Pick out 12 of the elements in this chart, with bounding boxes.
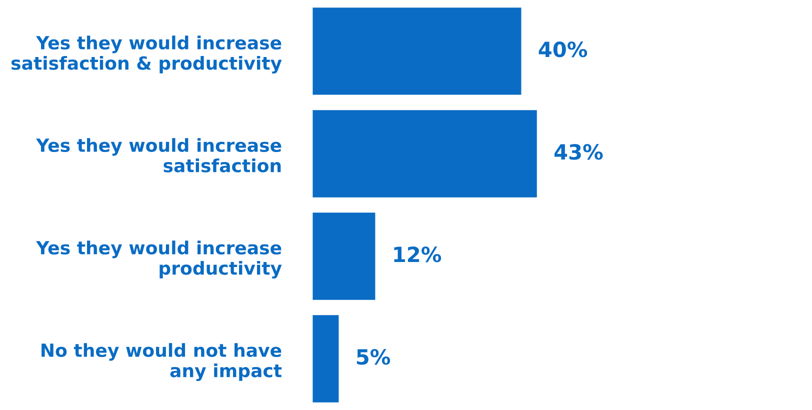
- data-label: 40%: [538, 42, 588, 58]
- y-tick-label: No they would not have any impact: [42, 343, 282, 382]
- data-label: 12%: [394, 246, 442, 262]
- data-label: 5%: [356, 349, 390, 365]
- y-tick-label: Yes they would increase productivity: [36, 240, 282, 279]
- bar: [312, 110, 537, 198]
- y-tick-label: Yes they would increase satisfaction & productivity: [11, 36, 282, 74]
- bar: [312, 212, 376, 300]
- data-label: 43%: [554, 144, 603, 160]
- y-tick-label: Yes they would increase satisfaction: [36, 138, 282, 172]
- bar: [312, 8, 522, 95]
- bar: [312, 315, 339, 402]
